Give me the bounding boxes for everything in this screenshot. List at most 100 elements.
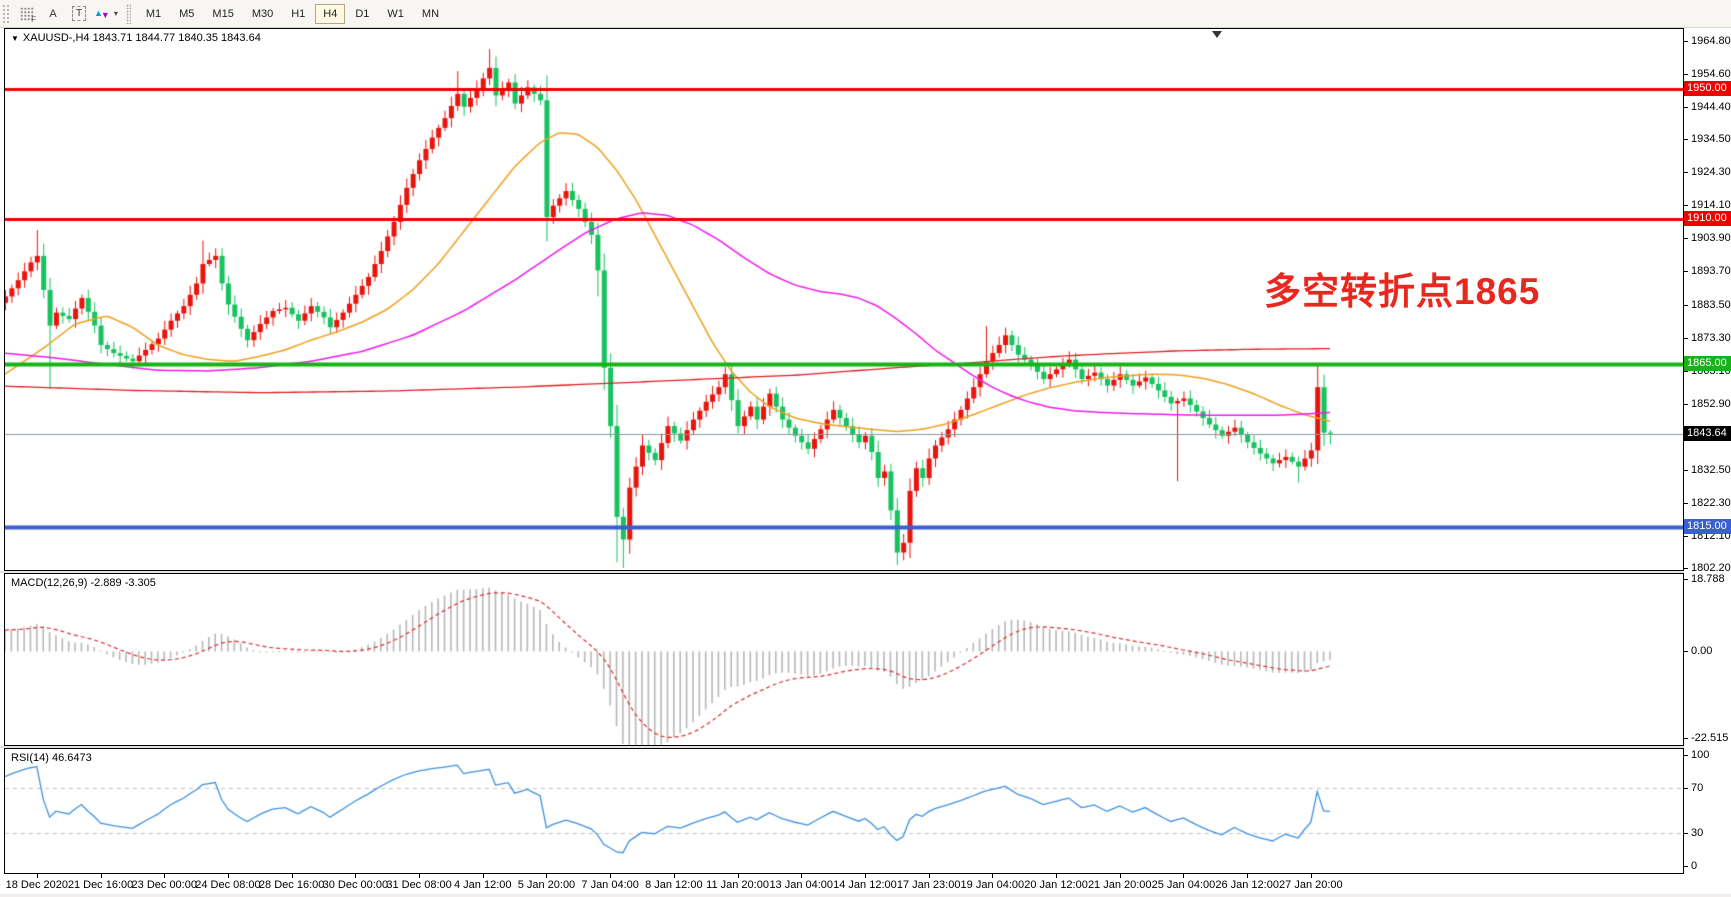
toolbar-separator xyxy=(125,3,131,24)
panel-separator[interactable] xyxy=(0,746,1731,748)
axis-tick-label: 18.788 xyxy=(1691,573,1725,586)
time-tick-label: 21 Jan 20:00 xyxy=(1087,879,1152,891)
time-tick xyxy=(992,874,994,878)
time-tick xyxy=(100,874,102,878)
axis-tick-label: 0.00 xyxy=(1691,645,1713,658)
rsi-canvas[interactable] xyxy=(5,749,1683,873)
axis-tick xyxy=(1684,403,1688,405)
axis-tick xyxy=(1684,271,1688,273)
time-tick-label: 21 Dec 16:00 xyxy=(67,879,134,891)
axis-tick-label: 1822.30 xyxy=(1691,496,1731,509)
price-axis[interactable]: 1964.80 1954.60 1944.40 1934.50 1924.30 1914.… xyxy=(1684,28,1731,874)
time-tick xyxy=(355,874,357,878)
time-tick xyxy=(673,874,675,878)
axis-tick-label: 1873.30 xyxy=(1691,331,1731,344)
time-tick xyxy=(864,874,866,878)
time-tick xyxy=(482,874,484,878)
annotation-text: 多空转折点1865 xyxy=(1264,271,1541,312)
tf-button-mn[interactable]: MN xyxy=(414,4,447,24)
symbol-dropdown-icon[interactable]: ▼ xyxy=(11,34,19,43)
axis-tick-label: 1852.90 xyxy=(1691,397,1731,410)
rsi-panel: RSI(14) 46.6473 xyxy=(4,748,1684,874)
axis-tick xyxy=(1684,502,1688,504)
axis-tick-label: 100 xyxy=(1691,748,1710,761)
time-tick xyxy=(1310,874,1312,878)
time-tick xyxy=(419,874,421,878)
font-a-icon: A xyxy=(49,7,57,20)
tf-button-m5[interactable]: M5 xyxy=(171,4,202,24)
axis-tick xyxy=(1684,172,1688,174)
axis-tick xyxy=(1684,754,1688,756)
axis-tick-label: 70 xyxy=(1691,782,1704,795)
time-tick xyxy=(546,874,548,878)
time-tick-label: 5 Jan 20:00 xyxy=(517,879,576,891)
time-tick-label: 27 Jan 20:00 xyxy=(1279,879,1343,891)
time-tick-label: 17 Jan 23:00 xyxy=(896,879,961,891)
time-tick xyxy=(1119,874,1121,878)
time-tick-label: 31 Dec 08:00 xyxy=(386,879,452,891)
level-price-badge: 1815.00 xyxy=(1684,518,1731,534)
time-tick xyxy=(1247,874,1249,878)
axis-tick-label: 30 xyxy=(1691,826,1704,839)
axis-tick-label: 0 xyxy=(1691,860,1698,872)
axis-tick xyxy=(1684,832,1688,834)
tf-button-w1[interactable]: W1 xyxy=(379,4,412,24)
axis-tick-label: 1964.80 xyxy=(1691,34,1731,47)
chart-title-text: XAUUSD-,H4 1843.71 1844.77 1840.35 1843.… xyxy=(22,32,261,44)
axis-tick xyxy=(1684,205,1688,207)
time-axis[interactable]: 18 Dec 2020 21 Dec 16:00 23 Dec 00:00 24 De… xyxy=(0,874,1731,894)
tf-button-m15[interactable]: M15 xyxy=(204,4,241,24)
level-price-badge: 1950.00 xyxy=(1684,80,1731,96)
chart-shift-marker[interactable] xyxy=(1212,31,1222,38)
macd-canvas[interactable] xyxy=(5,574,1683,745)
time-tick-label: 18 Dec 2020 xyxy=(5,879,69,891)
time-tick xyxy=(610,874,612,878)
tf-button-h1[interactable]: H1 xyxy=(283,4,313,24)
chevron-down-icon: ▾ xyxy=(113,9,118,18)
time-tick xyxy=(291,874,293,878)
axis-tick-label: 1903.90 xyxy=(1691,232,1731,245)
axis-tick xyxy=(1684,304,1688,306)
main-chart-canvas[interactable] xyxy=(5,29,1683,570)
time-tick-label: 14 Jan 12:00 xyxy=(833,879,897,891)
time-tick xyxy=(36,874,38,878)
time-tick-label: 30 Dec 00:00 xyxy=(322,879,389,891)
axis-tick-label: 1883.50 xyxy=(1691,298,1731,311)
rsi-label: RSI(14) 46.6473 xyxy=(11,752,92,764)
time-tick-label: 23 Dec 00:00 xyxy=(131,879,197,891)
axis-tick xyxy=(1684,568,1688,570)
axis-tick xyxy=(1684,788,1688,790)
time-tick-label: 7 Jan 04:00 xyxy=(581,879,639,891)
time-tick xyxy=(164,874,166,878)
axis-tick xyxy=(1684,535,1688,537)
text-label-button[interactable]: T xyxy=(67,2,91,25)
axis-tick xyxy=(1684,238,1688,240)
axis-tick-label: 1893.70 xyxy=(1691,265,1731,278)
axis-tick-label: 1802.20 xyxy=(1691,562,1731,575)
axis-tick-label: -22.515 xyxy=(1691,732,1729,745)
tf-button-m30[interactable]: M30 xyxy=(244,4,281,24)
time-tick-label: 24 Dec 08:00 xyxy=(195,879,261,891)
axis-tick xyxy=(1684,579,1688,581)
time-tick-label: 8 Jan 12:00 xyxy=(645,879,703,891)
time-tick xyxy=(1183,874,1185,878)
time-tick-label: 28 Dec 16:00 xyxy=(258,879,325,891)
time-tick-label: 19 Jan 04:00 xyxy=(960,879,1025,891)
tf-button-d1[interactable]: D1 xyxy=(347,4,377,24)
panel-separator[interactable] xyxy=(0,571,1731,573)
axis-tick xyxy=(1684,469,1688,471)
axis-tick-label: 1934.50 xyxy=(1691,133,1731,146)
toolbar-drag-handle[interactable] xyxy=(2,3,10,24)
dotted-grid-f-button[interactable]: F xyxy=(15,2,39,25)
tf-button-h4[interactable]: H4 xyxy=(315,3,346,24)
level-price-badge: 1910.00 xyxy=(1684,210,1731,226)
axis-tick xyxy=(1684,74,1688,76)
axis-tick-label: 1914.10 xyxy=(1691,199,1731,212)
axis-tick-label: 1924.30 xyxy=(1691,166,1731,179)
macd-label: MACD(12,26,9) -2.889 -3.305 xyxy=(11,577,156,589)
font-tool-button[interactable]: A xyxy=(41,2,65,25)
arrow-objects-dropdown[interactable]: ▲ ▼ ▾ xyxy=(93,2,119,25)
tf-button-m1[interactable]: M1 xyxy=(138,4,169,24)
axis-tick xyxy=(1684,107,1688,109)
